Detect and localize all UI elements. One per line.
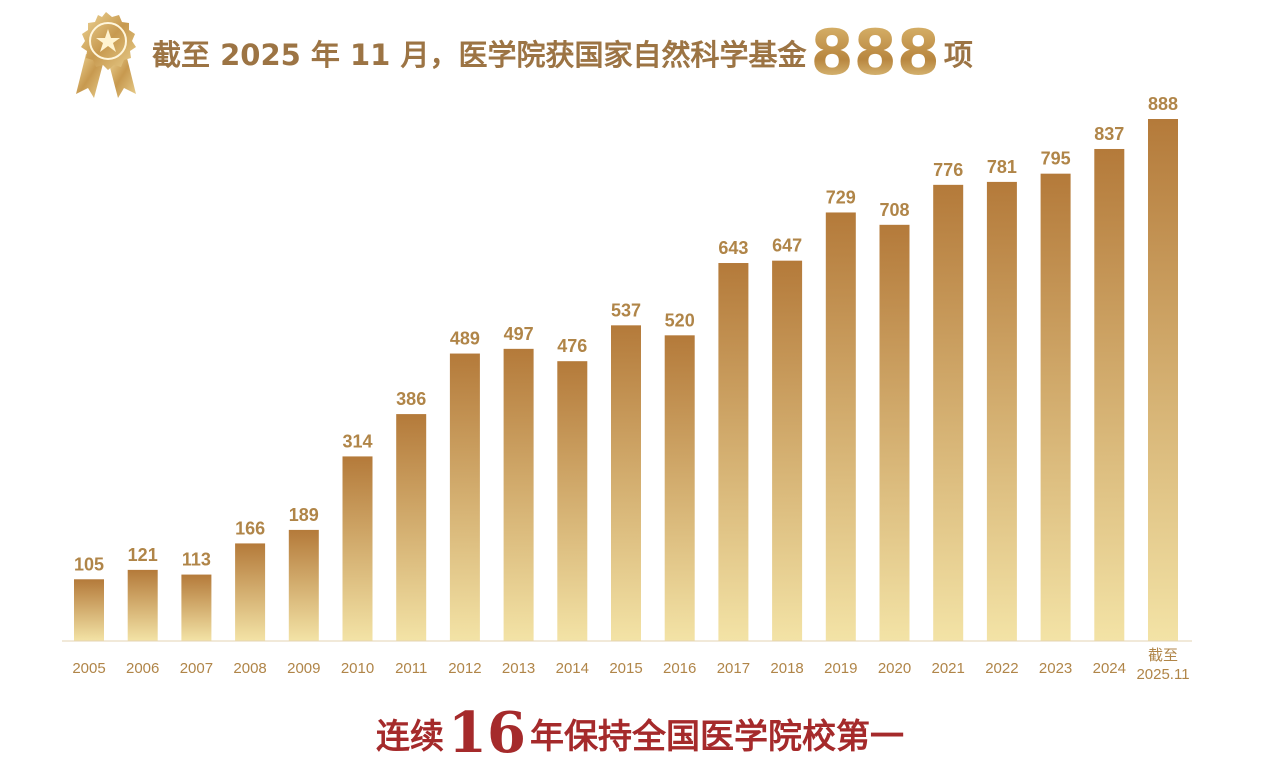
bar-15 — [879, 224, 910, 642]
x-tick-label: 2020 — [878, 660, 911, 677]
data-label: 489 — [450, 329, 480, 349]
x-tick-label: 2015 — [609, 660, 642, 677]
bar-2 — [181, 574, 212, 641]
x-tick-label: 2011 — [395, 660, 427, 677]
medal-star-icon — [76, 12, 136, 98]
footer-slogan: 连续16 年保持全国医学院校第一 — [0, 700, 1280, 766]
data-label: 105 — [74, 554, 104, 574]
bar-10 — [611, 325, 641, 641]
data-label: 837 — [1094, 124, 1124, 144]
bar-17 — [986, 181, 1017, 641]
data-label: 729 — [826, 187, 856, 207]
bar-chart: 105 2005 121 2006 113 2007 166 2008 189 2009 314 20… — [62, 94, 1192, 683]
bar-6 — [396, 414, 427, 641]
x-tick-label: 2007 — [180, 660, 213, 677]
bar-19 — [1094, 148, 1125, 641]
bar-4 — [288, 529, 319, 641]
bar-7 — [449, 353, 480, 641]
x-tick-label: 2019 — [824, 660, 857, 677]
footer-number: 16 — [448, 700, 526, 766]
data-label: 121 — [128, 545, 158, 565]
title-prefix: 截至 2025 年 11 月，医学院获国家自然科学基金 — [152, 38, 807, 72]
x-tick-label: 2012 — [448, 660, 481, 677]
data-label: 113 — [182, 550, 211, 570]
bar-12 — [718, 263, 749, 641]
bar-11 — [664, 335, 695, 641]
bar-8 — [503, 348, 534, 641]
data-label: 708 — [879, 200, 909, 220]
data-label: 314 — [342, 431, 372, 451]
title-suffix: 项 — [943, 38, 973, 72]
bar-3 — [235, 543, 266, 641]
bar-16 — [933, 184, 964, 642]
bar-18 — [1040, 173, 1071, 641]
x-tick-label: 2009 — [287, 660, 320, 677]
x-tick-label: 2025.11 — [1136, 666, 1189, 683]
data-label: 643 — [718, 238, 748, 258]
chart-title: 截至 2025 年 11 月，医学院获国家自然科学基金 888 项 — [152, 18, 973, 88]
title-number: 888 — [810, 16, 940, 89]
bar-13 — [772, 260, 803, 641]
x-tick-label: 2014 — [556, 660, 589, 677]
data-label: 795 — [1041, 149, 1071, 169]
data-label: 888 — [1148, 94, 1178, 114]
data-label: 476 — [557, 336, 587, 356]
bar-1 — [127, 569, 158, 641]
x-tick-label: 2024 — [1093, 660, 1126, 677]
x-tick-label: 截至 — [1148, 647, 1178, 664]
bar-9 — [557, 361, 588, 641]
data-label: 520 — [665, 310, 695, 330]
data-label: 781 — [987, 157, 1017, 177]
data-label: 647 — [772, 236, 802, 256]
x-tick-label: 2010 — [341, 660, 374, 677]
x-tick-label: 2008 — [233, 660, 266, 677]
data-label: 189 — [289, 505, 319, 525]
bar-0 — [74, 579, 104, 641]
x-tick-label: 2006 — [126, 660, 159, 677]
footer-suffix: 年保持全国医学院校第一 — [529, 717, 904, 757]
x-tick-label: 2021 — [932, 660, 965, 677]
bar-20 — [1148, 119, 1178, 641]
data-label: 497 — [504, 324, 534, 344]
bar-14 — [825, 212, 856, 641]
x-tick-label: 2013 — [502, 660, 535, 677]
footer-prefix: 连续 — [376, 717, 445, 757]
bar-5 — [342, 456, 373, 641]
data-label: 386 — [396, 389, 426, 409]
x-tick-label: 2022 — [985, 660, 1018, 677]
x-tick-label: 2017 — [717, 660, 750, 677]
data-label: 776 — [933, 160, 963, 180]
x-tick-label: 2023 — [1039, 660, 1072, 677]
x-tick-label: 2016 — [663, 660, 696, 677]
data-label: 537 — [611, 300, 641, 320]
x-tick-label: 2005 — [72, 660, 105, 677]
data-label: 166 — [235, 518, 265, 538]
x-tick-label: 2018 — [770, 660, 803, 677]
